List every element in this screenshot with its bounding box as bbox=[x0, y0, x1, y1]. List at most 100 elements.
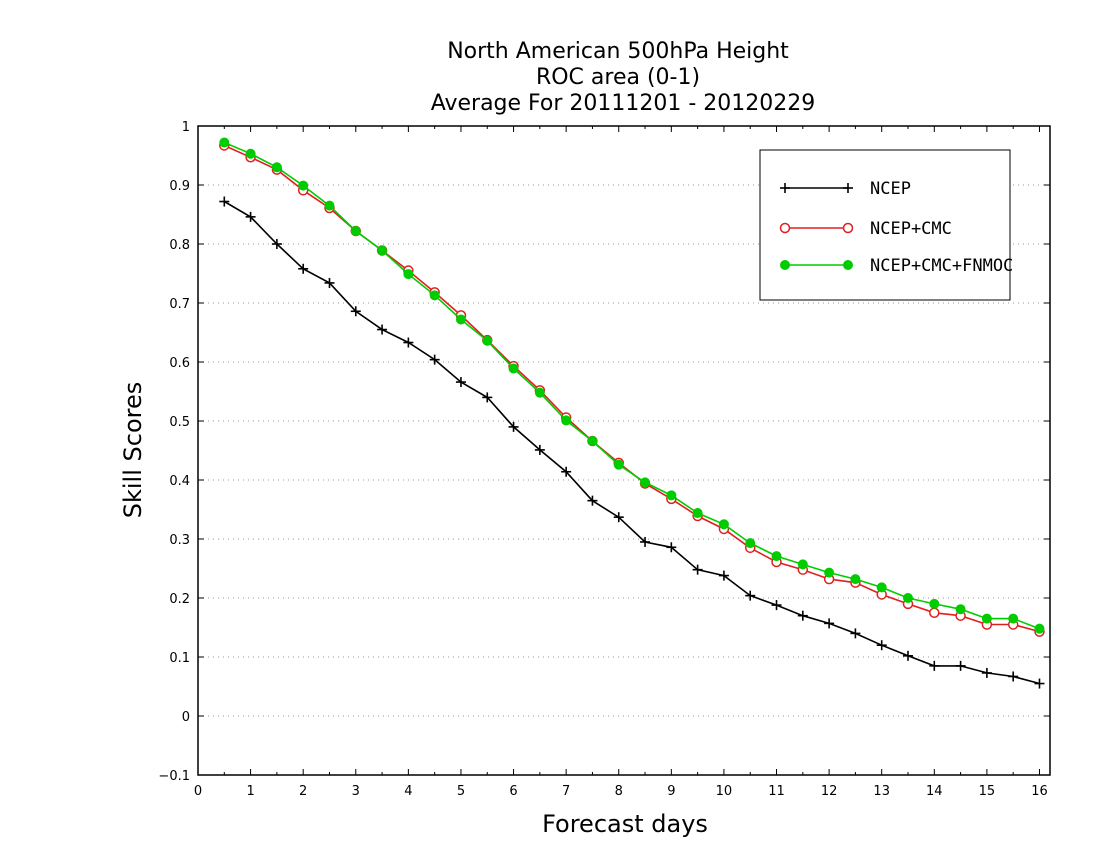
x-tick-label: 9 bbox=[667, 784, 675, 799]
y-tick-label: 0.4 bbox=[169, 474, 190, 489]
y-tick-label: 0.8 bbox=[169, 238, 190, 253]
data-point-ncep bbox=[298, 263, 309, 274]
y-axis: −0.1 0 0.1 0.2 0.3 0.4 0.5 0.6 0.7 0.8 0.9 1 bbox=[158, 120, 1050, 784]
legend-marker-ncep-cmc-fnmoc bbox=[843, 260, 853, 270]
data-point-ncep-cmc-fnmoc bbox=[955, 604, 966, 615]
data-point-ncep bbox=[929, 660, 940, 671]
data-point-ncep bbox=[613, 512, 624, 523]
data-point-ncep-cmc-fnmoc bbox=[508, 363, 519, 374]
data-point-ncep-cmc-fnmoc bbox=[561, 415, 572, 426]
data-point-ncep-cmc-fnmoc bbox=[245, 148, 256, 159]
data-point-ncep bbox=[718, 570, 729, 581]
legend-marker-ncep-cmc bbox=[842, 222, 854, 234]
legend-box bbox=[759, 149, 1011, 301]
legend-label-ncep-cmc-fnmoc: NCEP+CMC+FNMOC bbox=[870, 256, 1013, 276]
series-ncep bbox=[219, 196, 1045, 689]
data-point-ncep-cmc-fnmoc bbox=[745, 538, 756, 549]
data-point-ncep bbox=[1008, 671, 1019, 682]
x-tick-label: 13 bbox=[873, 784, 890, 799]
plot-frame bbox=[197, 125, 1051, 776]
data-point-ncep-cmc-fnmoc bbox=[587, 436, 598, 447]
y-tick-label: 0.6 bbox=[169, 356, 190, 371]
data-point-ncep-cmc-fnmoc bbox=[876, 582, 887, 593]
data-point-ncep bbox=[324, 277, 335, 288]
data-point-ncep-cmc-fnmoc bbox=[929, 598, 940, 609]
x-tick-label: 7 bbox=[562, 784, 570, 799]
legend: NCEP NCEP+CMC NCEP+CMC+FNMOC bbox=[759, 149, 1013, 301]
data-point-ncep bbox=[955, 660, 966, 671]
data-point-ncep-cmc-fnmoc bbox=[903, 593, 913, 603]
data-point-ncep-cmc-fnmoc bbox=[718, 519, 729, 530]
title-line-1: North American 500hPa Height bbox=[447, 39, 789, 64]
data-point-ncep-cmc-fnmoc bbox=[298, 180, 309, 191]
y-tick-label: −0.1 bbox=[158, 769, 190, 784]
chart-title: North American 500hPa Height ROC area (0… bbox=[431, 39, 816, 116]
data-point-ncep bbox=[377, 324, 388, 335]
data-point-ncep bbox=[903, 650, 913, 661]
legend-label-ncep-cmc: NCEP+CMC bbox=[870, 219, 952, 239]
legend-marker-ncep-cmc-fnmoc bbox=[780, 260, 790, 270]
legend-marker-ncep bbox=[843, 183, 853, 193]
x-tick-label: 11 bbox=[768, 784, 785, 799]
x-tick-label: 10 bbox=[716, 784, 733, 799]
y-tick-label: 0.1 bbox=[169, 651, 190, 666]
data-point-ncep bbox=[640, 536, 651, 547]
data-point-ncep bbox=[455, 377, 466, 388]
legend-marker-ncep bbox=[780, 183, 790, 193]
y-tick-label: 0 bbox=[182, 710, 190, 725]
x-tick-label: 14 bbox=[926, 784, 943, 799]
data-point-ncep bbox=[429, 354, 440, 365]
legend-item-ncep-cmc-fnmoc: NCEP+CMC+FNMOC bbox=[780, 256, 1013, 276]
data-point-ncep bbox=[245, 211, 256, 222]
data-point-ncep-cmc-fnmoc bbox=[350, 226, 361, 237]
data-point-ncep bbox=[561, 466, 572, 477]
series-line-ncep bbox=[223, 200, 1040, 685]
series-layer bbox=[219, 137, 1045, 689]
data-point-ncep-cmc-fnmoc bbox=[981, 613, 992, 624]
x-axis: 0 1 2 3 4 5 6 7 8 9 10 11 12 13 14 15 16 bbox=[194, 126, 1048, 799]
x-tick-label: 1 bbox=[246, 784, 254, 799]
data-point-ncep-cmc-fnmoc bbox=[692, 508, 703, 519]
data-point-ncep-cmc-fnmoc bbox=[403, 269, 414, 280]
y-tick-label: 0.5 bbox=[169, 415, 190, 430]
data-point-ncep bbox=[508, 421, 519, 432]
data-point-ncep-cmc-fnmoc bbox=[1034, 623, 1045, 634]
data-point-ncep bbox=[587, 495, 598, 506]
y-tick-label: 0.2 bbox=[169, 592, 190, 607]
data-point-ncep-cmc-fnmoc bbox=[482, 335, 493, 346]
data-point-ncep bbox=[745, 590, 756, 601]
x-tick-label: 8 bbox=[615, 784, 623, 799]
data-point-ncep-cmc-fnmoc bbox=[850, 574, 861, 585]
data-point-ncep bbox=[350, 306, 361, 317]
data-point-ncep-cmc-fnmoc bbox=[324, 200, 335, 211]
y-tick-label: 1 bbox=[182, 120, 190, 135]
data-point-ncep-cmc bbox=[929, 607, 940, 618]
data-point-ncep-cmc-fnmoc bbox=[666, 490, 677, 501]
x-tick-label: 15 bbox=[979, 784, 996, 799]
data-point-ncep bbox=[219, 196, 230, 207]
data-point-ncep bbox=[824, 618, 835, 629]
x-tick-label: 0 bbox=[194, 784, 202, 799]
y-tick-label: 0.3 bbox=[169, 533, 190, 548]
data-point-ncep bbox=[692, 564, 703, 575]
x-tick-label: 6 bbox=[509, 784, 517, 799]
data-point-ncep bbox=[403, 337, 414, 348]
legend-item-ncep: NCEP bbox=[780, 179, 911, 199]
series-ncep-cmc-fnmoc bbox=[219, 137, 1045, 634]
x-tick-label: 16 bbox=[1031, 784, 1048, 799]
data-point-ncep bbox=[666, 542, 677, 553]
data-point-ncep-cmc-fnmoc bbox=[271, 162, 282, 173]
x-tick-label: 12 bbox=[821, 784, 838, 799]
data-point-ncep bbox=[271, 239, 282, 249]
data-point-ncep bbox=[850, 628, 861, 639]
data-point-ncep bbox=[482, 392, 493, 403]
data-point-ncep bbox=[876, 640, 887, 651]
data-point-ncep-cmc-fnmoc bbox=[824, 567, 835, 578]
data-point-ncep-cmc-fnmoc bbox=[429, 290, 440, 301]
x-axis-label: Forecast days bbox=[542, 810, 708, 838]
data-point-ncep-cmc-fnmoc bbox=[455, 314, 466, 325]
data-point-ncep-cmc-fnmoc bbox=[640, 477, 651, 488]
y-tick-label: 0.7 bbox=[169, 297, 190, 312]
data-point-ncep bbox=[797, 610, 808, 621]
